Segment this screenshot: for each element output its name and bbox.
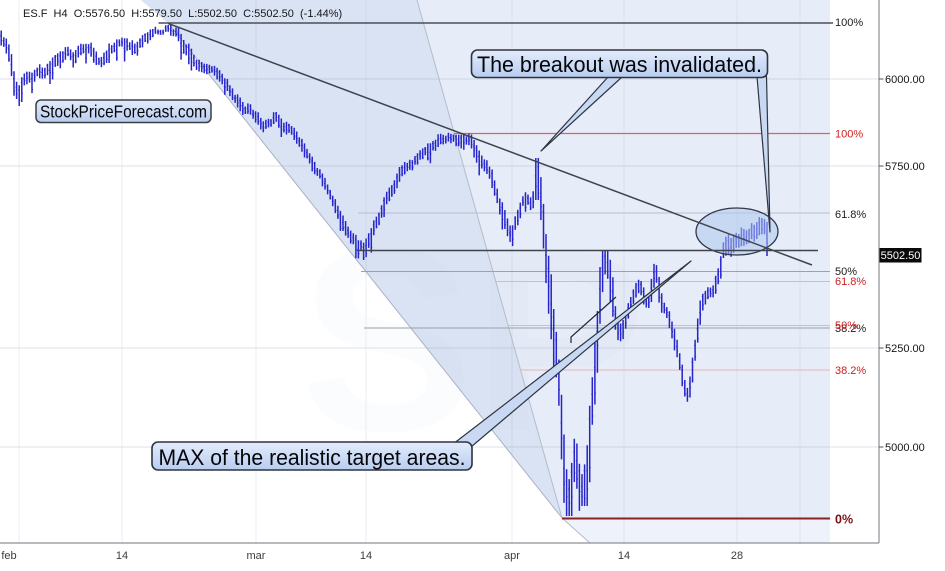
svg-text:100%: 100%: [835, 129, 863, 141]
svg-text:5000.00: 5000.00: [885, 442, 925, 454]
svg-text:38.2%: 38.2%: [835, 365, 866, 377]
svg-text:100%: 100%: [835, 17, 863, 29]
svg-text:ES.F H4 O:5576.50 H:5579.50: ES.F H4 O:5576.50 H:5579.50 L:5502.50 C:…: [23, 8, 342, 20]
svg-text:14: 14: [618, 550, 630, 562]
svg-text:61.8%: 61.8%: [835, 209, 866, 221]
svg-text:feb: feb: [1, 550, 16, 562]
svg-text:5250.00: 5250.00: [885, 343, 925, 355]
svg-text:5502.50: 5502.50: [881, 250, 921, 262]
svg-text:apr: apr: [504, 550, 520, 562]
svg-text:MAX of the realistic target ar: MAX of the realistic target areas.: [159, 445, 466, 470]
svg-text:14: 14: [360, 550, 372, 562]
svg-text:mar: mar: [247, 550, 266, 562]
svg-text:14: 14: [116, 550, 128, 562]
svg-text:5750.00: 5750.00: [885, 161, 925, 173]
svg-text:The breakout was invalidated.: The breakout was invalidated.: [477, 52, 762, 77]
svg-text:50%: 50%: [835, 320, 857, 332]
svg-text:6000.00: 6000.00: [885, 74, 925, 86]
svg-text:61.8%: 61.8%: [835, 276, 866, 288]
svg-text:StockPriceForecast.com: StockPriceForecast.com: [40, 102, 207, 122]
svg-text:50%: 50%: [835, 266, 857, 278]
svg-text:0%: 0%: [835, 513, 853, 527]
svg-text:28: 28: [731, 550, 743, 562]
svg-text:38.2%: 38.2%: [835, 323, 866, 335]
